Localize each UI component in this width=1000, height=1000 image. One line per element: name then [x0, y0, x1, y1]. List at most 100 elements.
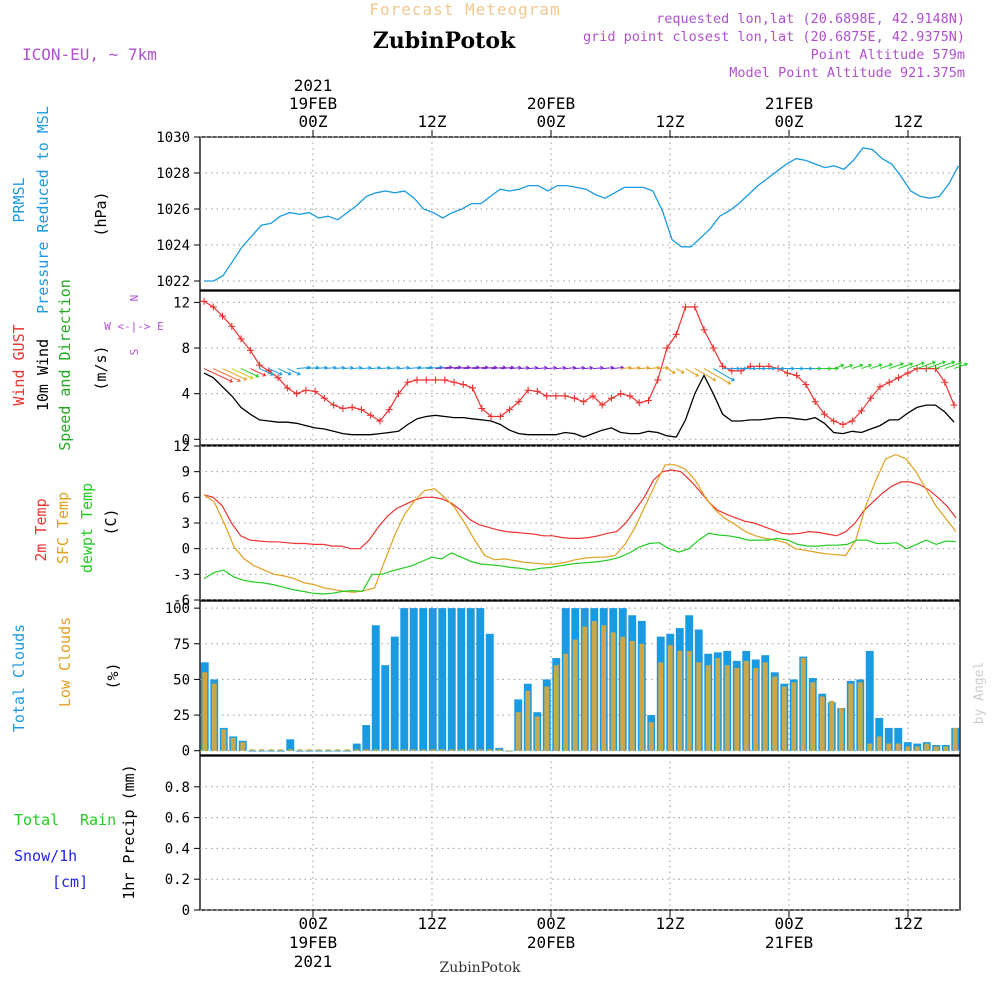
wind-arrowhead: [942, 360, 946, 365]
wind-arrow: [213, 368, 241, 382]
wind-arrow: [203, 368, 233, 383]
wind-arrow: [611, 367, 624, 370]
gust-marker: [200, 297, 208, 305]
low-cloud-bar: [838, 707, 844, 751]
total-cloud-bar: [324, 750, 333, 752]
wind-arrow: [926, 361, 946, 370]
low-cloud-bar: [867, 743, 873, 751]
gust-marker: [802, 381, 810, 389]
gust-marker: [469, 384, 477, 392]
wind-arrow: [685, 368, 699, 377]
total-cloud-bar: [257, 750, 266, 752]
gust-marker: [700, 326, 708, 334]
wind-arrowhead: [237, 378, 241, 383]
temp-label-3: dewpt Temp: [78, 483, 96, 573]
wind-arrow: [268, 368, 283, 376]
time-label: 12Z: [656, 112, 685, 131]
cloud-labels: Total Clouds Low Clouds (%): [10, 617, 122, 732]
wind-arrowhead: [727, 380, 732, 385]
wind-arrow: [833, 364, 844, 370]
low-cloud-bar: [211, 683, 217, 751]
wind-arrowhead: [396, 365, 401, 370]
wind-arrowhead: [958, 361, 963, 366]
wind-arrow: [537, 367, 547, 370]
gust-marker: [311, 387, 319, 395]
low-cloud-bar: [278, 749, 284, 751]
gust-marker: [533, 387, 541, 395]
low-cloud-bar: [401, 749, 407, 751]
wind-arrow: [389, 367, 400, 370]
wind-arrowhead: [656, 365, 661, 370]
gust-marker: [283, 384, 291, 392]
low-cloud-bar: [544, 686, 550, 751]
gust-marker: [617, 390, 625, 398]
gust-marker: [348, 403, 356, 411]
y-tick-label: 4: [182, 387, 190, 403]
temp-label-1: 2m Temp: [32, 498, 50, 561]
wind-arrow: [528, 367, 538, 370]
date-label: 21FEB: [765, 94, 813, 113]
wind-arrowhead: [600, 365, 604, 370]
low-cloud-bar: [344, 749, 350, 751]
time-label: 12Z: [894, 914, 923, 933]
low-cloud-bar: [506, 750, 512, 752]
wind-arrowhead: [255, 373, 260, 378]
gust-marker: [478, 404, 486, 412]
low-cloud-bar: [743, 660, 749, 751]
wind-arrow: [518, 367, 529, 370]
wind-arrow: [333, 367, 345, 370]
gust-marker: [506, 406, 514, 414]
total-cloud-bar: [495, 747, 504, 751]
y-tick-label: 0: [182, 542, 190, 558]
low-cloud-bar: [772, 676, 778, 751]
wind-arrow: [583, 367, 593, 370]
wind-arrow: [287, 368, 301, 375]
total-cloud-bar: [248, 750, 257, 752]
total-cloud-bar: [476, 608, 485, 751]
gust-marker: [422, 376, 430, 384]
low-cloud-bar: [411, 749, 417, 751]
date-label: 19FEB: [289, 933, 337, 952]
low-cloud-bar: [325, 749, 331, 751]
gust-marker: [385, 406, 393, 414]
wind-arrow: [629, 367, 640, 370]
gust-marker: [394, 390, 402, 398]
wind-arrow: [370, 367, 381, 370]
low-cloud-bar: [734, 668, 740, 751]
cloud-label-1: Total Clouds: [10, 624, 28, 732]
y-tick-label: 12: [173, 295, 190, 311]
wind-arrowhead: [665, 365, 669, 370]
gust-marker: [895, 374, 902, 382]
gust-marker: [950, 401, 958, 409]
time-label: 00Z: [775, 914, 804, 933]
gust-marker: [246, 346, 254, 354]
low-cloud-bar: [259, 749, 265, 751]
low-cloud-bar: [848, 683, 854, 751]
wind-arrowhead: [229, 378, 234, 383]
prmsl-line: [204, 147, 960, 282]
wind-arrow: [324, 367, 336, 370]
y-tick-label: -3: [173, 567, 190, 583]
wind-arrow: [342, 367, 353, 370]
total-cloud-bar: [381, 665, 390, 751]
date-label: 20FEB: [527, 933, 575, 952]
wind-arrow: [648, 367, 660, 370]
low-cloud-bar: [306, 749, 312, 751]
wind-arrow: [694, 368, 716, 382]
total-cloud-bar: [314, 750, 323, 752]
gust-marker: [876, 383, 884, 391]
gust-marker: [867, 394, 875, 402]
low-cloud-bar: [439, 749, 445, 751]
low-cloud-bar: [876, 736, 882, 751]
wind-arrow: [453, 366, 470, 370]
date-label: 19FEB: [289, 94, 337, 113]
total-cloud-bar: [447, 608, 456, 751]
wind-arrowhead: [628, 365, 632, 370]
total-cloud-bar: [352, 743, 361, 751]
low-cloud-bar: [753, 668, 759, 751]
total-cloud-bar: [390, 636, 399, 751]
wind-arrowhead: [731, 377, 735, 382]
panel-pressure: 1022 1024 1026 1028 1030: [156, 130, 961, 291]
date-label: 20FEB: [527, 94, 575, 113]
gust-marker: [682, 303, 690, 311]
